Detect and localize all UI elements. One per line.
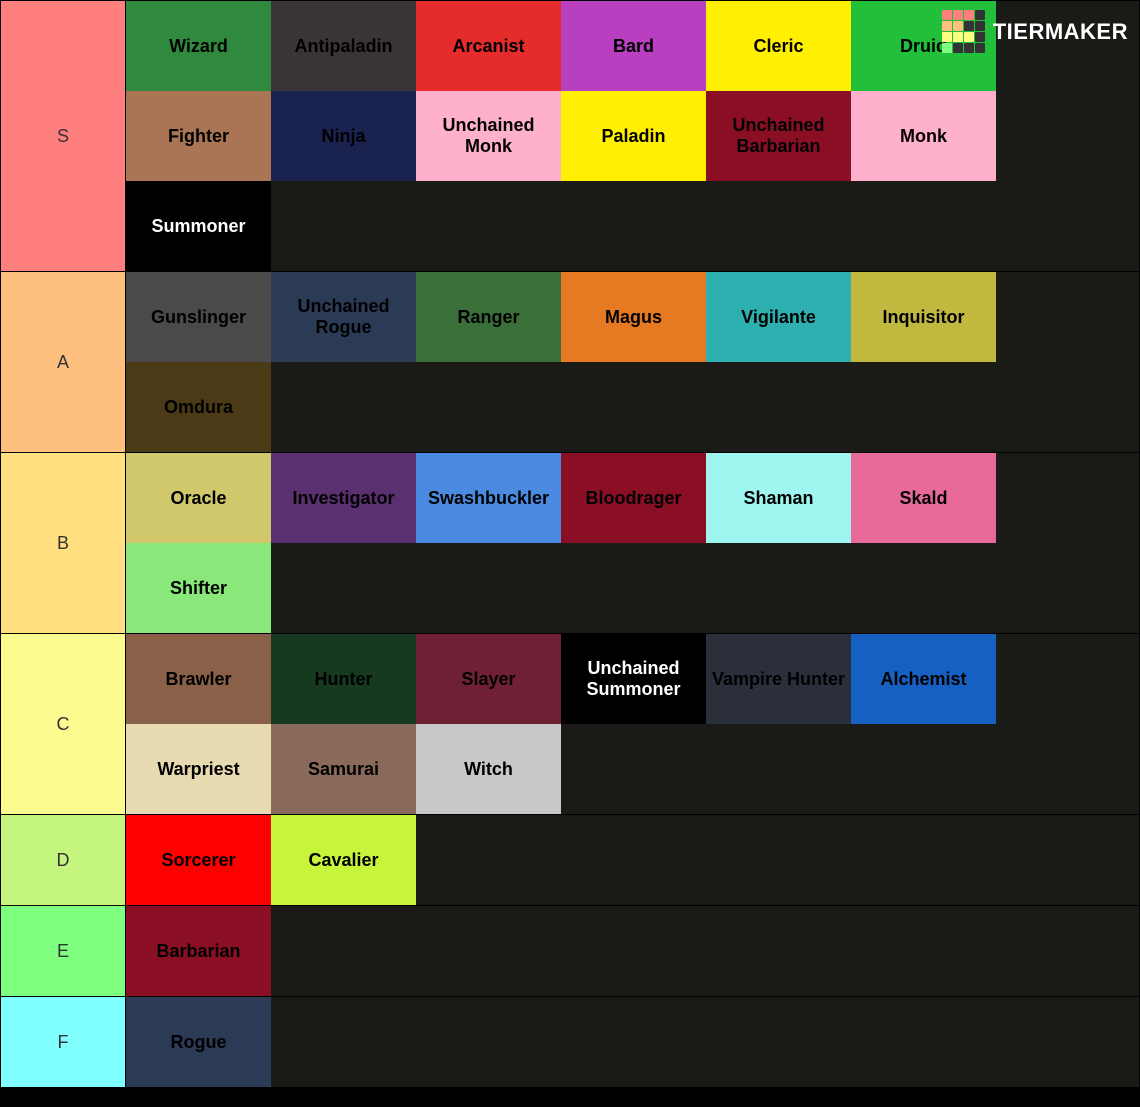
tier-tile[interactable]: Omdura: [126, 362, 271, 452]
tier-label[interactable]: B: [1, 453, 126, 633]
tier-label[interactable]: D: [1, 815, 126, 905]
tier-items[interactable]: BrawlerHunterSlayerUnchained SummonerVam…: [126, 634, 1139, 814]
tier-row: DSorcererCavalier: [1, 815, 1139, 906]
tier-tile[interactable]: Cleric: [706, 1, 851, 91]
tier-tile[interactable]: Vampire Hunter: [706, 634, 851, 724]
tier-row: AGunslingerUnchained RogueRangerMagusVig…: [1, 272, 1139, 453]
watermark-text: TIERMAKER: [993, 19, 1128, 45]
tier-tile[interactable]: Witch: [416, 724, 561, 814]
watermark-grid-cell: [942, 21, 952, 31]
watermark-grid-cell: [964, 10, 974, 20]
tier-items[interactable]: OracleInvestigatorSwashbucklerBloodrager…: [126, 453, 1139, 633]
tier-tile[interactable]: Bard: [561, 1, 706, 91]
watermark-grid-cell: [953, 43, 963, 53]
watermark-grid-cell: [975, 43, 985, 53]
tier-row: CBrawlerHunterSlayerUnchained SummonerVa…: [1, 634, 1139, 815]
tier-tile[interactable]: Monk: [851, 91, 996, 181]
tier-tile[interactable]: Samurai: [271, 724, 416, 814]
tier-tile[interactable]: Wizard: [126, 1, 271, 91]
watermark-grid-cell: [964, 21, 974, 31]
tier-tile[interactable]: Investigator: [271, 453, 416, 543]
watermark-grid-cell: [953, 21, 963, 31]
tier-items[interactable]: SorcererCavalier: [126, 815, 1139, 905]
tier-tile[interactable]: Hunter: [271, 634, 416, 724]
tier-tile[interactable]: Unchained Rogue: [271, 272, 416, 362]
tier-label[interactable]: F: [1, 997, 126, 1087]
tier-list: SWizardAntipaladinArcanistBardClericDrui…: [0, 0, 1140, 1088]
tier-tile[interactable]: Cavalier: [271, 815, 416, 905]
watermark-grid-cell: [975, 10, 985, 20]
watermark-grid-cell: [953, 10, 963, 20]
tier-tile[interactable]: Arcanist: [416, 1, 561, 91]
tier-items[interactable]: GunslingerUnchained RogueRangerMagusVigi…: [126, 272, 1139, 452]
tier-tile[interactable]: Ranger: [416, 272, 561, 362]
tier-tile[interactable]: Swashbuckler: [416, 453, 561, 543]
tier-tile[interactable]: Slayer: [416, 634, 561, 724]
tier-tile[interactable]: Sorcerer: [126, 815, 271, 905]
tier-tile[interactable]: Antipaladin: [271, 1, 416, 91]
tier-row: BOracleInvestigatorSwashbucklerBloodrage…: [1, 453, 1139, 634]
tier-tile[interactable]: Bloodrager: [561, 453, 706, 543]
tier-tile[interactable]: Skald: [851, 453, 996, 543]
tier-label[interactable]: S: [1, 1, 126, 271]
watermark-grid-cell: [942, 32, 952, 42]
tier-tile[interactable]: Brawler: [126, 634, 271, 724]
tier-tile[interactable]: Fighter: [126, 91, 271, 181]
tier-tile[interactable]: Oracle: [126, 453, 271, 543]
watermark-grid-cell: [942, 43, 952, 53]
tier-tile[interactable]: Shifter: [126, 543, 271, 633]
tier-label[interactable]: A: [1, 272, 126, 452]
tier-tile[interactable]: Unchained Monk: [416, 91, 561, 181]
tier-tile[interactable]: Rogue: [126, 997, 271, 1087]
tiermaker-watermark: TIERMAKER: [942, 10, 1128, 53]
tier-tile[interactable]: Paladin: [561, 91, 706, 181]
tier-tile[interactable]: Gunslinger: [126, 272, 271, 362]
tier-tile[interactable]: Vigilante: [706, 272, 851, 362]
tier-tile[interactable]: Magus: [561, 272, 706, 362]
watermark-grid-cell: [964, 43, 974, 53]
tiermaker-logo-icon: [942, 10, 985, 53]
watermark-grid-cell: [953, 32, 963, 42]
tier-tile[interactable]: Unchained Summoner: [561, 634, 706, 724]
tier-items[interactable]: Barbarian: [126, 906, 1139, 996]
tier-tile[interactable]: Shaman: [706, 453, 851, 543]
tier-tile[interactable]: Unchained Barbarian: [706, 91, 851, 181]
tier-tile[interactable]: Barbarian: [126, 906, 271, 996]
tierlist-container: TIERMAKER SWizardAntipaladinArcanistBard…: [0, 0, 1140, 1088]
tier-row: FRogue: [1, 997, 1139, 1087]
tier-tile[interactable]: Warpriest: [126, 724, 271, 814]
watermark-grid-cell: [942, 10, 952, 20]
tier-label[interactable]: C: [1, 634, 126, 814]
tier-label[interactable]: E: [1, 906, 126, 996]
tier-tile[interactable]: Summoner: [126, 181, 271, 271]
tier-tile[interactable]: Alchemist: [851, 634, 996, 724]
tier-tile[interactable]: Inquisitor: [851, 272, 996, 362]
watermark-grid-cell: [975, 21, 985, 31]
watermark-grid-cell: [975, 32, 985, 42]
watermark-grid-cell: [964, 32, 974, 42]
tier-row: EBarbarian: [1, 906, 1139, 997]
tier-items[interactable]: Rogue: [126, 997, 1139, 1087]
tier-tile[interactable]: Ninja: [271, 91, 416, 181]
